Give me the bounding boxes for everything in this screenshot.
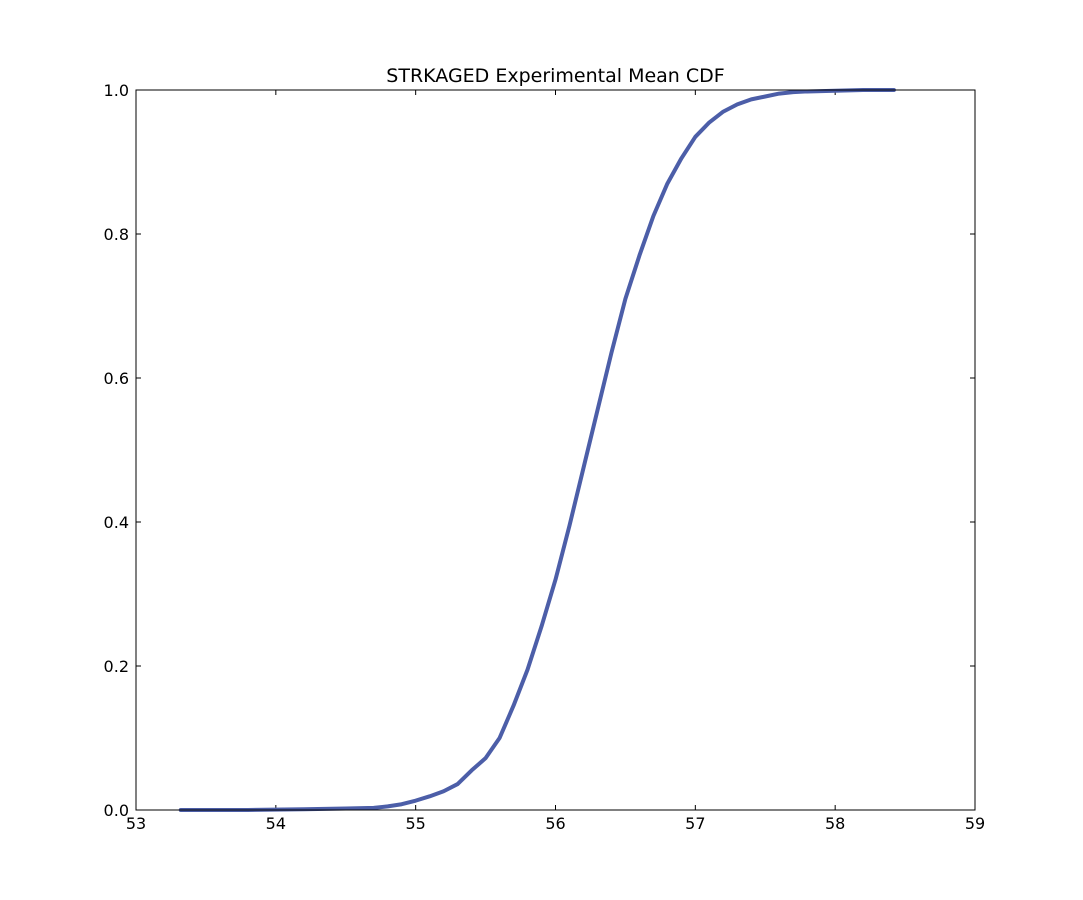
y-tick-label: 0.0 <box>104 801 129 820</box>
x-tick-label: 55 <box>405 814 425 833</box>
x-tick-label: 56 <box>545 814 565 833</box>
y-tick-label: 0.4 <box>104 513 129 532</box>
x-tick-label: 57 <box>685 814 705 833</box>
cdf-series-line <box>178 88 896 812</box>
series-layer <box>178 88 896 812</box>
chart-title: STRKAGED Experimental Mean CDF <box>386 65 724 87</box>
x-tick-label: 53 <box>126 814 146 833</box>
x-tick-label: 59 <box>965 814 985 833</box>
x-tick-label: 58 <box>825 814 845 833</box>
y-tick-label: 0.2 <box>104 657 129 676</box>
plot-area-frame <box>135 89 976 811</box>
y-tick-label: 0.8 <box>104 225 129 244</box>
y-tick-label: 1.0 <box>104 81 129 100</box>
x-tick-label: 54 <box>266 814 286 833</box>
y-tick-label: 0.6 <box>104 369 129 388</box>
ticks-layer: 53 54 55 56 57 58 59 0.0 0.2 0.4 0.6 0.8 1.0 <box>104 81 986 833</box>
